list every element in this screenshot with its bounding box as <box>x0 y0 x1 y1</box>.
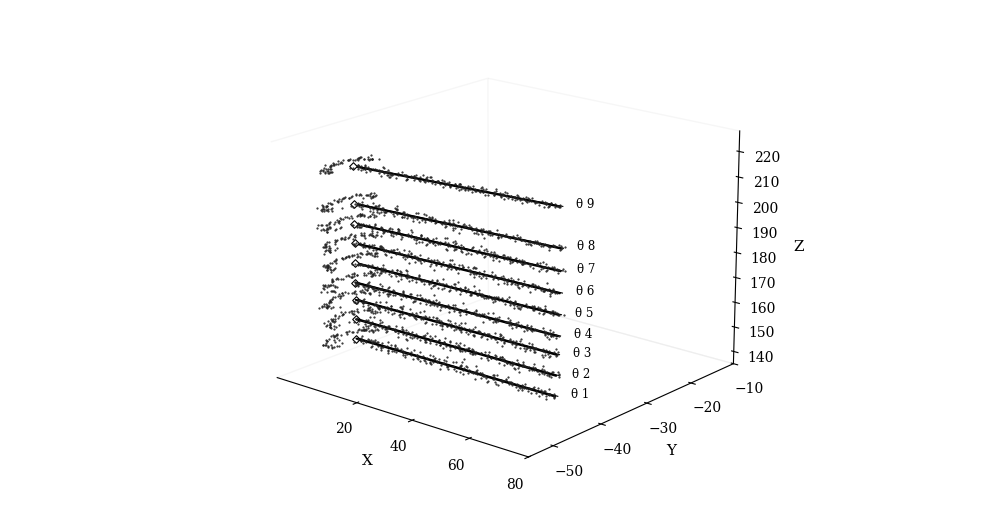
Y-axis label: Y: Y <box>667 444 677 458</box>
X-axis label: X: X <box>362 454 373 468</box>
